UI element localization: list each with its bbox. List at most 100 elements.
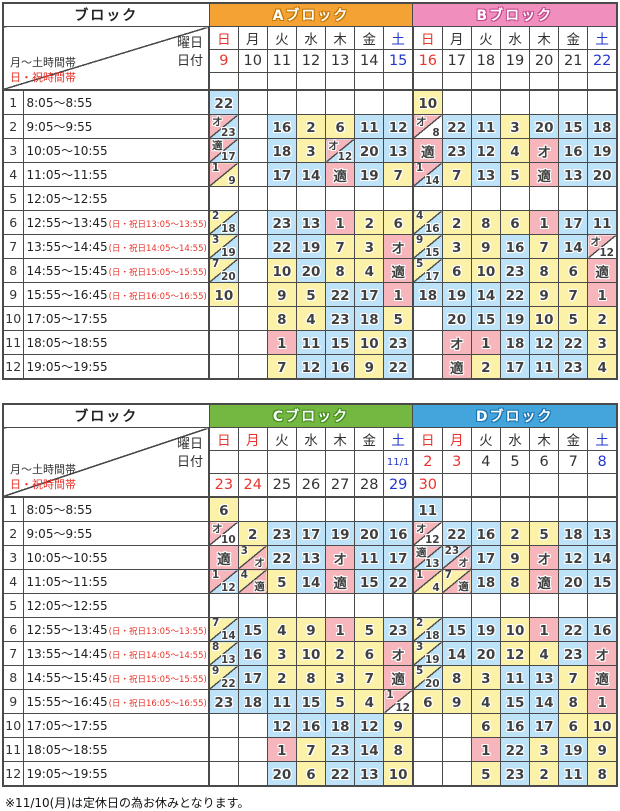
cell-value: オ bbox=[595, 647, 609, 664]
schedule-cell: 12 bbox=[470, 138, 501, 163]
cell-value: 6 bbox=[510, 216, 520, 232]
schedule-cell: 23 bbox=[558, 641, 589, 666]
time-label: 19:05～19:55 bbox=[26, 767, 108, 781]
schedule-cell: 11 bbox=[354, 545, 385, 570]
day-header-cell: 土 bbox=[383, 427, 414, 451]
cell-value: 2 bbox=[212, 210, 220, 223]
date-row-lower: 23 24 25 26 27 28 29 30 bbox=[3, 473, 618, 498]
cell-value: 6 bbox=[568, 719, 578, 735]
schedule-cell bbox=[295, 496, 327, 522]
time-label: 11:05～11:55 bbox=[26, 168, 108, 182]
schedule-cell: 19 bbox=[325, 521, 356, 546]
cell-value: 18 bbox=[563, 527, 583, 543]
schedule-cell: 22 bbox=[441, 521, 472, 546]
schedule-cell bbox=[470, 496, 501, 522]
cell-value: 4 bbox=[432, 582, 440, 594]
schedule-cell: 9 bbox=[499, 545, 531, 570]
hiduke-label: 日付 bbox=[176, 454, 203, 470]
schedule-cell: 適 17 bbox=[207, 138, 239, 163]
cell-value: 1 bbox=[481, 336, 491, 352]
cell-value: 11 bbox=[592, 216, 612, 232]
row-number-cell: 7 bbox=[2, 641, 24, 666]
cell-value: 9 bbox=[212, 665, 220, 678]
date-cell bbox=[587, 473, 618, 498]
cell-value: 5 bbox=[415, 258, 424, 271]
schedule-cell bbox=[499, 496, 531, 522]
cell-value: 14 bbox=[301, 575, 321, 591]
holiday-band-label: 日・祝時間帯 bbox=[10, 71, 76, 84]
schedule-row: 9 15:55～16:45(日・祝日16:05～16:55) 23 18 11 15 5 4 1… bbox=[2, 689, 618, 714]
row-number-cell: 10 bbox=[2, 713, 24, 738]
cell-value: 適 bbox=[391, 264, 405, 281]
cell-value: 22 bbox=[505, 288, 525, 304]
schedule-cell bbox=[237, 354, 268, 380]
cell-value: 7 bbox=[568, 288, 578, 304]
schedule-cell: 6 bbox=[558, 713, 589, 738]
schedule-cell bbox=[325, 89, 356, 115]
cell-value: 9 bbox=[277, 288, 287, 304]
cell-value: 3 bbox=[240, 545, 248, 558]
schedule-row: 1 8:05～8:55 6 11 bbox=[2, 496, 618, 522]
schedule-cell: 3 bbox=[295, 138, 327, 163]
cell-value: 7 bbox=[212, 258, 220, 271]
cell-value: 適 bbox=[391, 671, 405, 688]
cell-value: 8 bbox=[481, 216, 491, 232]
cell-value: 適 bbox=[595, 264, 609, 281]
day-header-cell: 土 bbox=[383, 26, 414, 50]
cell-value: オ bbox=[449, 336, 464, 353]
time-cell: 15:55～16:45(日・祝日16:05～16:55) bbox=[22, 689, 210, 714]
schedule-cell: 23 bbox=[266, 210, 297, 235]
time-label: 14:55～15:45 bbox=[26, 264, 108, 278]
weekday-band-label: 月～土時間帯 bbox=[10, 56, 76, 69]
day-header-cell: 水 bbox=[295, 427, 327, 451]
schedule-cell: 8 bbox=[266, 306, 297, 331]
schedule-cell: 14 bbox=[587, 545, 618, 570]
day-header-cell: 月 bbox=[441, 427, 472, 451]
time-label: 10:05～10:55 bbox=[26, 551, 108, 565]
cell-value: 19 bbox=[221, 247, 236, 259]
time-cell: 17:05～17:55 bbox=[22, 713, 210, 738]
schedule-cell bbox=[558, 496, 589, 522]
schedule-cell: 2 bbox=[295, 114, 327, 139]
cell-value: 2 bbox=[277, 671, 287, 687]
schedule-cell: 4 bbox=[266, 617, 297, 642]
schedule-cell: 3 bbox=[499, 114, 531, 139]
schedule-cell: 17 bbox=[237, 665, 268, 690]
cell-value: 23 bbox=[221, 127, 236, 139]
schedule-cell: 1 bbox=[325, 210, 356, 235]
day-header-cell: 水 bbox=[295, 26, 327, 50]
cell-value: 4 bbox=[481, 695, 491, 711]
cell-value: 適 bbox=[458, 581, 469, 593]
schedule-cell bbox=[529, 593, 560, 618]
schedule-cell: 22 bbox=[558, 617, 589, 642]
schedule-cell: 10 bbox=[587, 713, 618, 738]
cell-value: 20 bbox=[534, 120, 554, 136]
schedule-cell: 19 bbox=[587, 138, 618, 163]
schedule-cell: 22 bbox=[325, 761, 356, 787]
schedule-cell: 6 bbox=[470, 713, 501, 738]
schedule-cell: 6 bbox=[325, 114, 356, 139]
schedule-cell bbox=[411, 593, 443, 618]
cell-value: 13 bbox=[563, 168, 583, 184]
cell-value: 17 bbox=[388, 551, 408, 567]
schedule-cell: 12 bbox=[529, 330, 560, 355]
cell-value: 11 bbox=[359, 551, 379, 567]
schedule-cell: 4 bbox=[354, 689, 385, 714]
cell-value: 12 bbox=[563, 551, 583, 567]
cell-value: 5 bbox=[364, 623, 374, 639]
cell-value: 15 bbox=[359, 575, 379, 591]
day-header-cell: 日 bbox=[411, 26, 443, 50]
cell-value: 7 bbox=[306, 743, 316, 759]
schedule-cell: 適 bbox=[383, 665, 414, 690]
day-header-cell: 土 bbox=[587, 427, 618, 451]
schedule-cell: 13 bbox=[383, 138, 414, 163]
schedule-cell: オ bbox=[383, 234, 414, 259]
block-column-title: ブロック bbox=[2, 2, 210, 27]
time-cell: 9:05～9:55 bbox=[22, 114, 210, 139]
schedule-cell: オ 10 bbox=[207, 521, 239, 546]
schedule-cell: 1 bbox=[266, 737, 297, 762]
schedule-cell bbox=[411, 186, 443, 211]
date-cell bbox=[207, 72, 239, 91]
schedule-cell: 4 bbox=[470, 689, 501, 714]
